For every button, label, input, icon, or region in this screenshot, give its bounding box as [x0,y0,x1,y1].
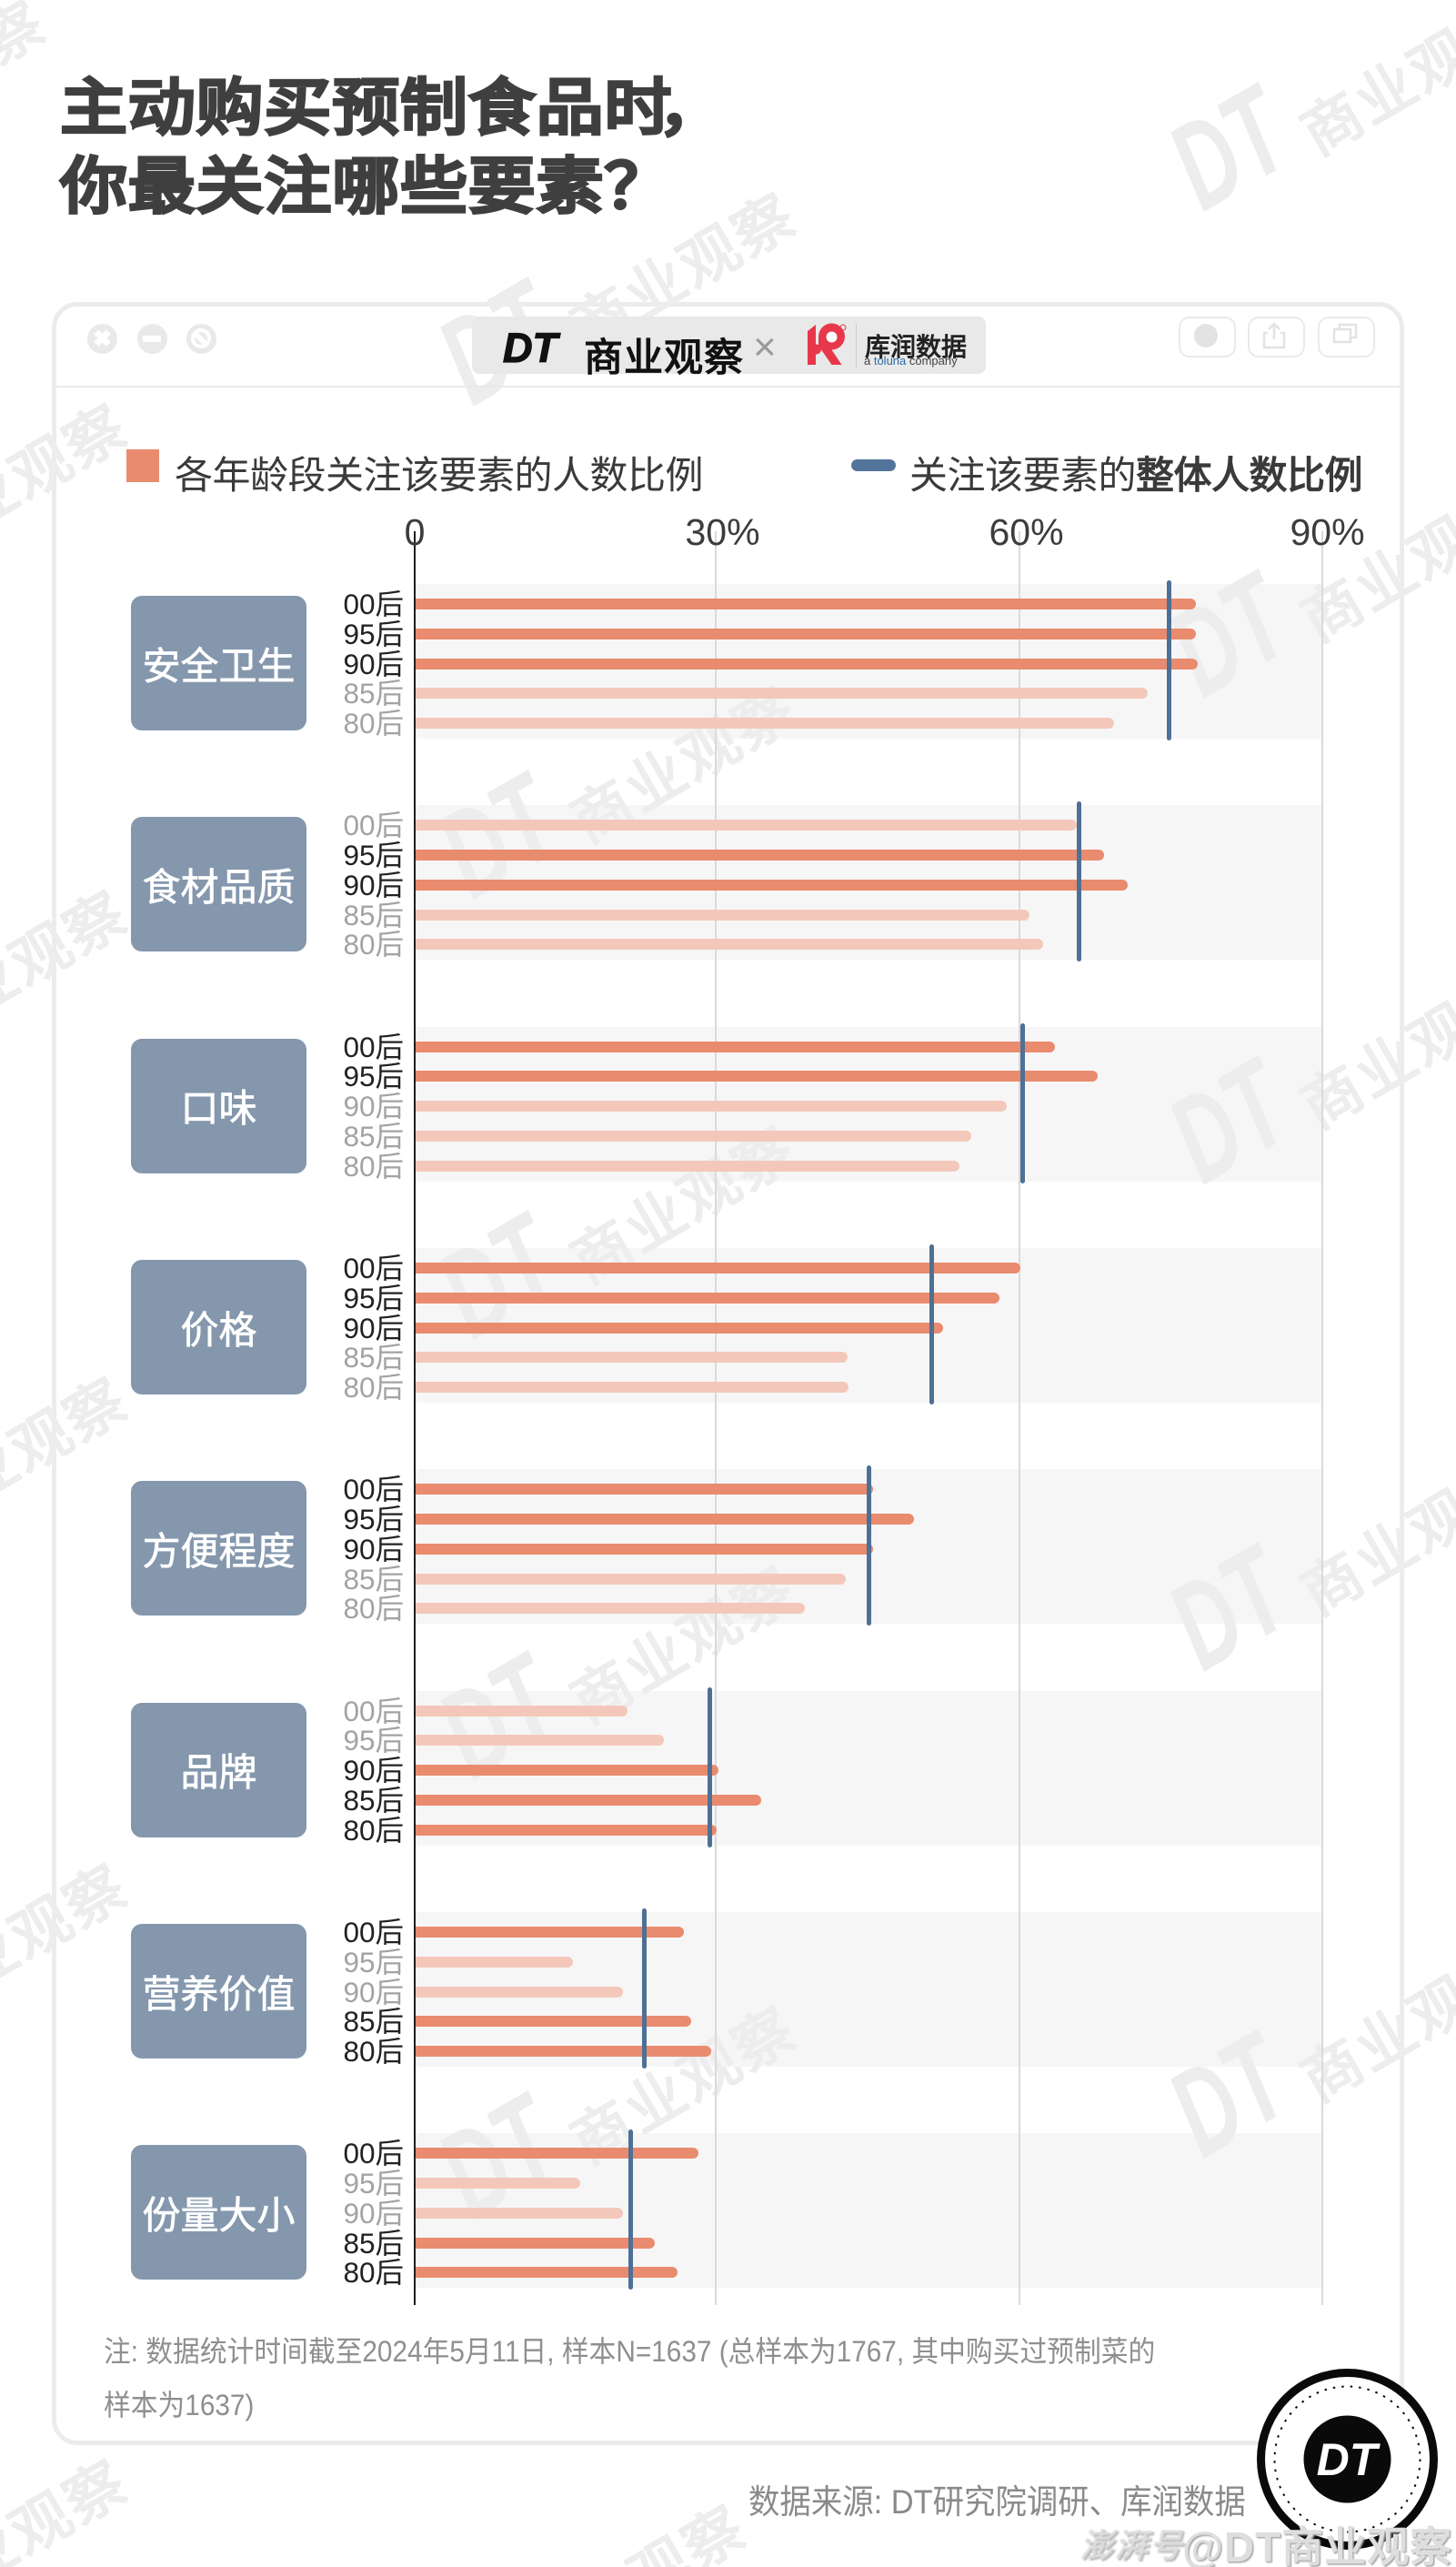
svg-text:DT: DT [1317,2434,1381,2485]
